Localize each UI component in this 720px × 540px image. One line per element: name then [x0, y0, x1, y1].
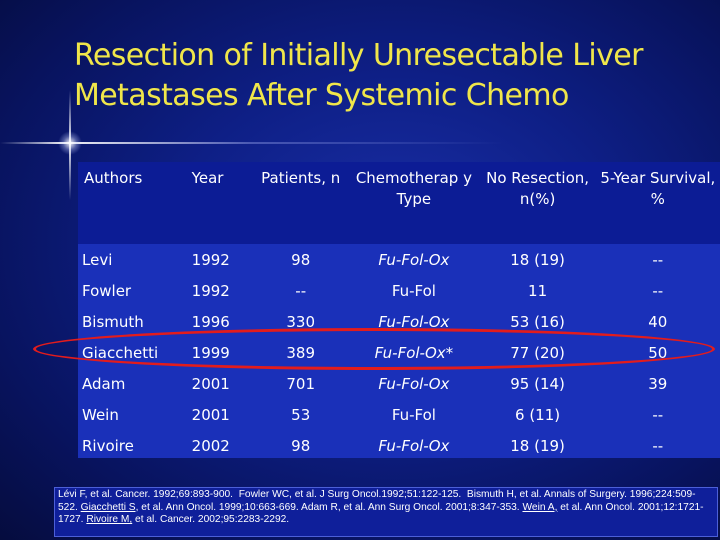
cell-patients: 98 — [291, 436, 311, 455]
cell-survival: -- — [652, 405, 664, 424]
slide-title-line-1: Resection of Initially Unresectable Live… — [74, 38, 643, 73]
cell-chemo-type: Fu-Fol-Ox — [378, 374, 450, 393]
table-row: Rivoire 2002 98 Fu-Fol-Ox 18 (19) -- — [78, 430, 720, 461]
cell-no-resection: 6 (11) — [515, 405, 561, 424]
cell-no-resection: 18 (19) — [510, 436, 565, 455]
header-authors: Authors — [84, 169, 143, 187]
cell-survival: 39 — [648, 374, 668, 393]
cell-no-resection: 18 (19) — [510, 250, 565, 269]
header-no-resection: No Resection, n(%) — [486, 169, 590, 208]
cell-patients: 701 — [286, 374, 316, 393]
reference-wein-name: Wein A, — [522, 501, 558, 513]
header-patients: Patients, n — [261, 169, 341, 187]
cell-chemo-type: Fu-Fol — [391, 405, 436, 424]
table-row: Adam 2001 701 Fu-Fol-Ox 95 (14) 39 — [78, 368, 720, 399]
table-row: Wein 2001 53 Fu-Fol 6 (11) -- — [78, 399, 720, 430]
cell-chemo-type: Fu-Fol — [391, 281, 436, 300]
table-row: Levi 1992 98 Fu-Fol-Ox 18 (19) -- — [78, 244, 720, 275]
resection-table: Authors Year Patients, n Chemotherap y T… — [78, 162, 720, 461]
reference-adam: Adam R, et al. Ann Surg Oncol. 2001;8:34… — [301, 501, 520, 513]
cell-patients: 53 — [291, 405, 311, 424]
header-year: Year — [191, 169, 224, 187]
reference-giacchetti-name: Giacchetti S, — [80, 501, 139, 513]
cell-survival: -- — [652, 436, 664, 455]
highlight-ellipse — [33, 328, 715, 370]
header-chemo-type: Chemotherap y Type — [355, 169, 472, 208]
star-flare-horizontal — [0, 142, 720, 144]
cell-authors: Bismuth — [82, 312, 144, 331]
reference-wein-rest: et al. Ann Oncol. 2001;12:1721-1727. — [58, 501, 704, 526]
reference-rivoire-rest: et al. Cancer. 2002;95:2283-2292. — [135, 514, 290, 526]
header-survival: 5-Year Survival, % — [600, 169, 716, 208]
cell-chemo-type: Fu-Fol-Ox — [378, 436, 450, 455]
cell-survival: -- — [652, 281, 664, 300]
slide-title-line-2: Metastases After Systemic Chemo — [74, 78, 569, 113]
table-row: Fowler 1992 -- Fu-Fol 11 -- — [78, 275, 720, 306]
reference-rivoire-name: Rivoire M, — [86, 514, 133, 526]
cell-year: 2001 — [191, 405, 230, 424]
reference-giacchetti-rest: et al. Ann Oncol. 1999;10:663-669. — [141, 501, 299, 513]
table-header-row: Authors Year Patients, n Chemotherap y T… — [78, 162, 720, 244]
cell-chemo-type: Fu-Fol-Ox — [378, 312, 450, 331]
cell-survival: -- — [652, 250, 664, 269]
cell-authors: Wein — [82, 405, 119, 424]
cell-authors: Adam — [82, 374, 126, 393]
slide-title: Resection of Initially Unresectable Live… — [74, 36, 714, 116]
cell-year: 1992 — [191, 281, 230, 300]
references-box: Lévi F, et al. Cancer. 1992;69:893-900. … — [54, 487, 718, 537]
cell-authors: Rivoire — [82, 436, 134, 455]
cell-chemo-type: Fu-Fol-Ox — [378, 250, 450, 269]
reference-bismuth: Bismuth H, et al. Annals of Surgery. 199… — [58, 489, 696, 513]
reference-levi: Lévi F, et al. Cancer. 1992;69:893-900. — [58, 489, 234, 500]
cell-year: 1992 — [191, 250, 230, 269]
cell-no-resection: 53 (16) — [510, 312, 565, 331]
cell-survival: 40 — [648, 312, 668, 331]
reference-fowler: Fowler WC, et al. J Surg Oncol.1992;51:1… — [238, 489, 462, 500]
table-row: Bismuth 1996 330 Fu-Fol-Ox 53 (16) 40 — [78, 306, 720, 337]
table-panel: Authors Year Patients, n Chemotherap y T… — [78, 162, 720, 458]
cell-authors: Levi — [82, 250, 113, 269]
cell-no-resection: 11 — [528, 281, 548, 300]
cell-no-resection: 95 (14) — [510, 374, 565, 393]
cell-patients: 98 — [291, 250, 311, 269]
star-glow — [58, 131, 82, 155]
cell-authors: Fowler — [82, 281, 132, 300]
cell-year: 1996 — [191, 312, 230, 331]
cell-year: 2002 — [191, 436, 230, 455]
cell-patients: 330 — [286, 312, 316, 331]
cell-patients: -- — [295, 281, 307, 300]
cell-year: 2001 — [191, 374, 230, 393]
